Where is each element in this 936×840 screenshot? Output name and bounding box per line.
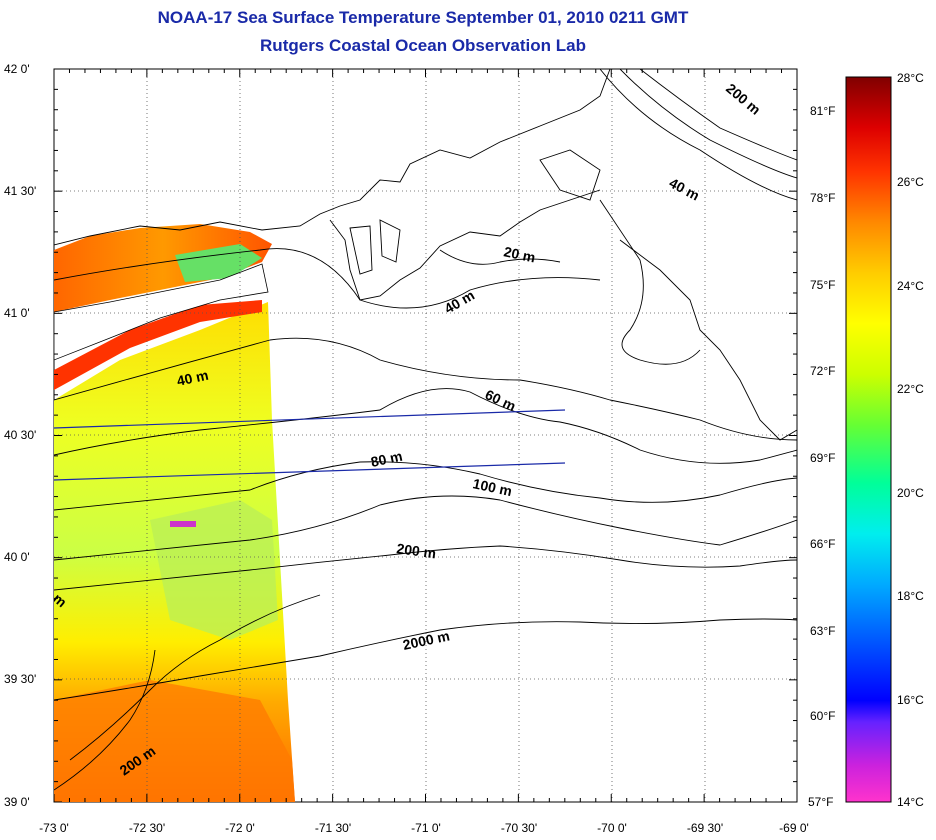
celsius-label: 24°C [897, 279, 924, 293]
sst-warm-south [54, 680, 295, 802]
celsius-label: 18°C [897, 589, 924, 603]
sst-green-patch [150, 500, 278, 640]
y-tick-label: 40 0' [4, 550, 30, 564]
depth-label-40m-west: 40 m [175, 367, 210, 389]
bathymetry-contours [54, 69, 797, 791]
fahrenheit-label: 60°F [810, 709, 835, 723]
colorbar-celsius-labels: 28°C 26°C 24°C 22°C 20°C 18°C 16°C 14°C [897, 71, 924, 809]
fahrenheit-label: 75°F [810, 278, 835, 292]
coastline [54, 69, 797, 441]
y-tick-label: 39 30' [4, 672, 36, 686]
celsius-label: 16°C [897, 693, 924, 707]
fahrenheit-label: 78°F [810, 191, 835, 205]
y-tick-label: 40 30' [4, 428, 36, 442]
y-tick-label: 41 0' [4, 306, 30, 320]
missing-data-marker [170, 521, 196, 527]
x-tick-label: -71 30' [315, 821, 351, 835]
sst-coast-strip [54, 300, 262, 390]
fahrenheit-label: 66°F [810, 537, 835, 551]
x-tick-label: -69 0' [779, 821, 809, 835]
y-tick-label: 41 30' [4, 184, 36, 198]
fahrenheit-label: 63°F [810, 624, 835, 638]
depth-label-80m: 80 m [369, 448, 404, 470]
y-tick-label: 42 0' [4, 62, 30, 76]
fahrenheit-label: 81°F [810, 104, 835, 118]
fahrenheit-label: 57°F [808, 795, 833, 809]
x-tick-label: -73 0' [39, 821, 69, 835]
map-subtitle: Rutgers Coastal Ocean Observation Lab [260, 36, 586, 55]
colorbar [845, 76, 892, 803]
transect-lines [54, 409, 566, 481]
x-tick-label: -70 0' [597, 821, 627, 835]
y-tick-label: 39 0' [4, 795, 30, 809]
x-axis-labels: -73 0' -72 30' -72 0' -71 30' -71 0' -70… [39, 821, 809, 835]
x-tick-label: -71 0' [411, 821, 441, 835]
colorbar-fahrenheit-labels: 81°F 78°F 75°F 72°F 69°F 66°F 63°F 60°F … [808, 104, 835, 809]
x-tick-label: -72 0' [225, 821, 255, 835]
long-island [54, 263, 269, 361]
frame-ticks [53, 68, 798, 803]
depth-label-200m-mid: 200 m [396, 540, 438, 561]
depth-label-20m: 20 m [502, 243, 537, 265]
fahrenheit-label: 72°F [810, 364, 835, 378]
map-title: NOAA-17 Sea Surface Temperature Septembe… [157, 8, 689, 27]
celsius-label: 28°C [897, 71, 924, 85]
celsius-label: 14°C [897, 795, 924, 809]
x-tick-label: -70 30' [501, 821, 537, 835]
y-axis-labels: 42 0' 41 30' 41 0' 40 30' 40 0' 39 30' 3… [4, 62, 36, 809]
celsius-label: 26°C [897, 175, 924, 189]
x-tick-label: -69 30' [687, 821, 723, 835]
x-tick-label: -72 30' [129, 821, 165, 835]
sst-north-coast [54, 224, 272, 312]
celsius-label: 20°C [897, 486, 924, 500]
fahrenheit-label: 69°F [810, 451, 835, 465]
celsius-label: 22°C [897, 382, 924, 396]
